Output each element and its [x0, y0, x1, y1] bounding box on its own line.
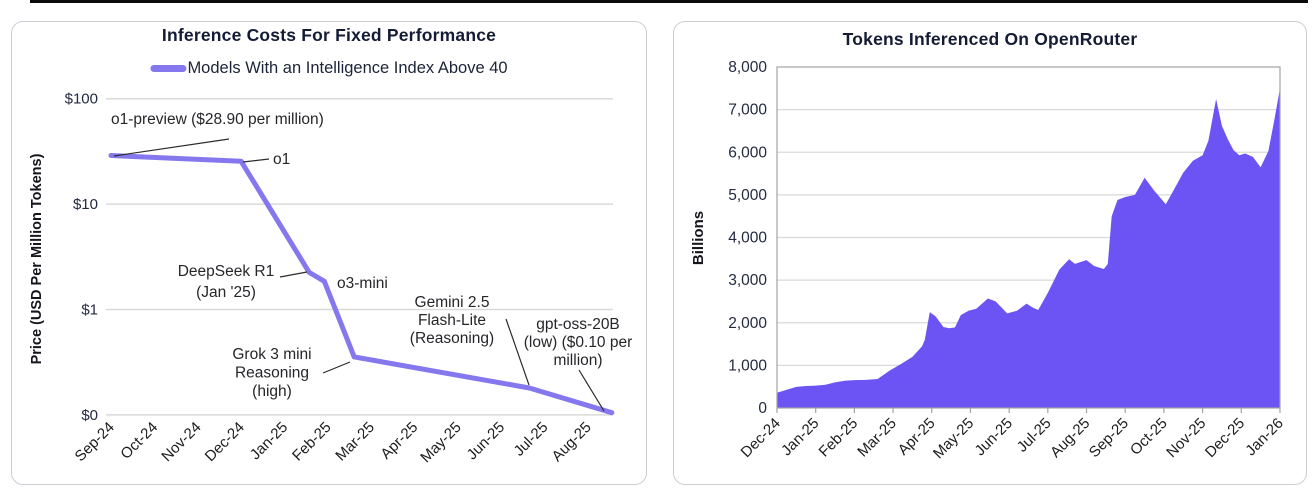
- annotation-gemini-2-5-flash-lite-reasoning: Gemini 2.5: [415, 294, 490, 311]
- x-tick-label: Aug-25: [549, 419, 595, 465]
- x-tick-label: Jan-26: [1242, 415, 1286, 459]
- inference-costs-line-chart: $100 $10 $1 $0 Price (USD Per Million Tokens…: [29, 91, 633, 467]
- top-divider: [30, 0, 1308, 3]
- price-line: [108, 153, 615, 416]
- annotation-grok-3-mini-reasoning-high: Grok 3 mini: [232, 346, 311, 363]
- annotation-grok-3-mini-reasoning-high: Reasoning: [235, 365, 309, 382]
- inference-costs-chart-card: Inference Costs For Fixed Performance Mo…: [11, 21, 647, 485]
- x-tick-label: Oct-25: [1127, 415, 1171, 459]
- x-tick-label: Jan-25: [778, 415, 822, 459]
- x-tick-label: Jan-25: [247, 419, 291, 463]
- x-tick-label: Sep-25: [1086, 415, 1132, 461]
- annotation-grok-3-mini-reasoning-high: (high): [252, 383, 292, 400]
- annotation-leader-o1: [242, 158, 270, 163]
- y-tick-label: 2,000: [728, 315, 767, 332]
- annotation-gpt-oss-20b-low: million): [553, 352, 602, 369]
- x-tick-label: Jun-25: [464, 419, 508, 463]
- x-tick-label: Jul-25: [511, 419, 552, 460]
- annotation-leader-grok-3-mini-reasoning-high: [322, 361, 351, 374]
- x-tick-label: Sep-24: [72, 419, 118, 465]
- legend-label: Models With an Intelligence Index Above …: [187, 59, 508, 77]
- annotation-gemini-2-5-flash-lite-reasoning: Flash-Lite: [418, 312, 486, 329]
- y-tick-label: 4,000: [728, 230, 767, 247]
- annotation-leader-o1-preview: [113, 138, 230, 157]
- x-tick-label: Feb-25: [289, 419, 335, 465]
- y-tick-label: 3,000: [728, 272, 767, 289]
- annotation-leader-deepseek-r1: [279, 271, 308, 278]
- annotation-gemini-2-5-flash-lite-reasoning: (Reasoning): [410, 330, 494, 347]
- x-tick-label: Dec-24: [202, 419, 248, 465]
- y-tick-label: 7,000: [728, 102, 767, 119]
- y-tick-label: 8,000: [728, 59, 767, 76]
- y-tick-label: 5,000: [728, 187, 767, 204]
- x-tick-label: Nov-24: [158, 419, 204, 465]
- x-tick-label: Mar-25: [854, 415, 900, 461]
- annotation-gpt-oss-20b-low: (low) ($0.10 per: [524, 334, 633, 351]
- x-tick-label: Jun-25: [972, 415, 1016, 459]
- openrouter-tokens-chart-card: Tokens Inferenced On OpenRouter 0 1,000 2,…: [673, 21, 1307, 485]
- left-chart-title: Inference Costs For Fixed Performance: [161, 25, 497, 45]
- tokens-area: [777, 88, 1280, 409]
- left-chart-legend: Models With an Intelligence Index Above …: [150, 59, 508, 78]
- annotation-o3-mini: o3-mini: [337, 275, 388, 292]
- x-tick-label: Nov-25: [1163, 415, 1209, 461]
- x-tick-label: Dec-24: [738, 415, 784, 461]
- x-tick-label: Dec-25: [1202, 415, 1248, 461]
- y-tick-label: $10: [73, 196, 98, 213]
- y-tick-label: 0: [758, 400, 767, 417]
- openrouter-tokens-area-chart: 0 1,000 2,000 3,000 4,000 5,000 6,000 7,000 8,00…: [690, 59, 1287, 462]
- annotation-o1: o1: [273, 151, 290, 168]
- x-tick-label: Aug-25: [1047, 415, 1093, 461]
- y-tick-label: $1: [81, 302, 98, 319]
- y-axis-title: Billions: [690, 211, 707, 265]
- x-tick-label: Mar-25: [332, 419, 378, 465]
- x-tick-label: May-25: [417, 419, 464, 466]
- annotation-leader-gpt-oss-20b-low: [578, 369, 605, 412]
- annotation-deepseek-r1: (Jan '25): [196, 284, 256, 301]
- legend-line-swatch: [150, 65, 187, 72]
- annotation-o1-preview: o1-preview ($28.90 per million): [111, 111, 324, 128]
- y-tick-label: 6,000: [728, 144, 767, 161]
- y-tick-label: 1,000: [728, 357, 767, 374]
- annotation-deepseek-r1: DeepSeek R1: [178, 263, 275, 280]
- y-axis-title: Price (USD Per Million Tokens): [29, 153, 45, 364]
- plot-border: [776, 66, 1281, 409]
- y-tick-label: $100: [65, 91, 98, 108]
- annotation-gpt-oss-20b-low: gpt-oss-20B: [536, 316, 620, 333]
- y-tick-label: $0: [81, 407, 98, 424]
- x-tick-label: Feb-25: [816, 415, 862, 461]
- annotation-leader-gemini-2-5-flash-lite-reasoning: [505, 318, 530, 386]
- right-chart-title: Tokens Inferenced On OpenRouter: [842, 29, 1138, 49]
- x-tick-label: May-25: [930, 415, 977, 462]
- x-tick-label: Oct-24: [117, 419, 161, 463]
- x-tick-label: Apr-25: [377, 419, 421, 463]
